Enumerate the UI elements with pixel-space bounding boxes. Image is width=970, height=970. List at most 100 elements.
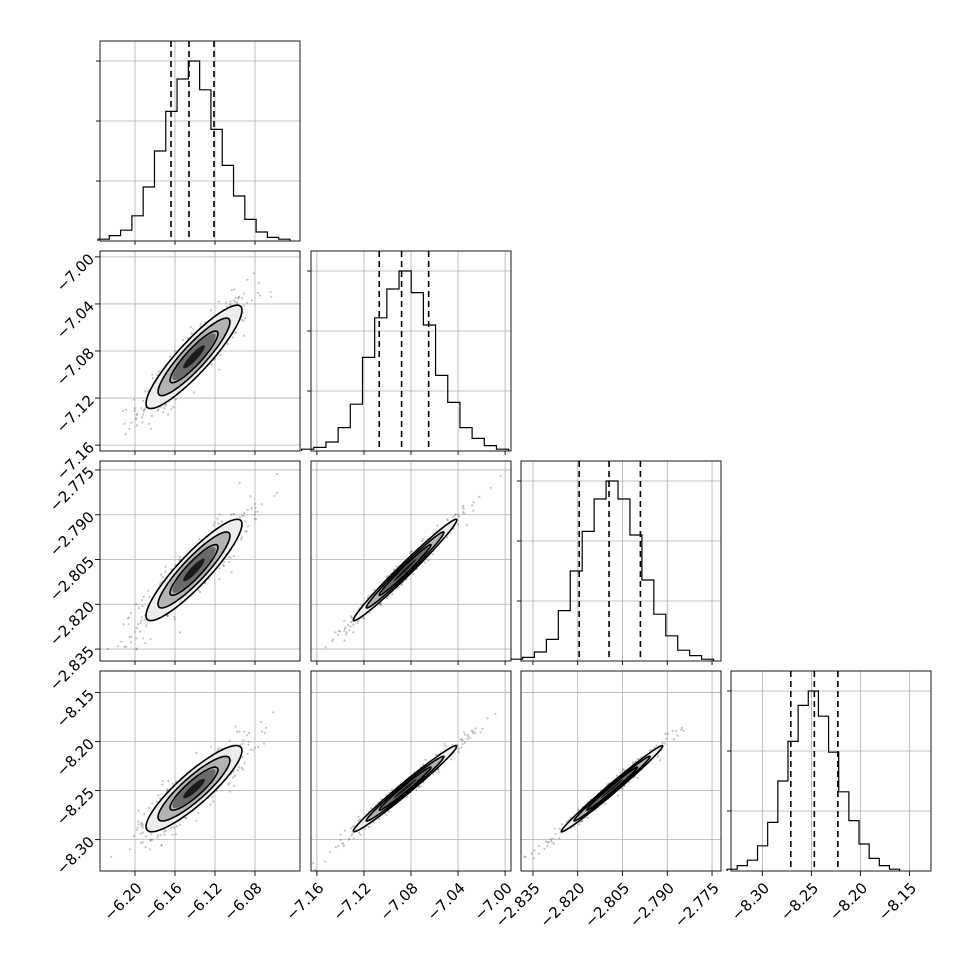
sample-point	[136, 412, 139, 415]
sample-point	[130, 421, 133, 424]
sample-point	[246, 278, 249, 281]
sample-point	[170, 826, 173, 829]
sample-point	[343, 639, 346, 642]
sample-point	[460, 746, 463, 749]
sample-point	[338, 630, 342, 633]
sample-point	[254, 506, 257, 509]
sample-point	[388, 810, 391, 813]
contour-1	[365, 755, 445, 822]
sample-point	[391, 593, 394, 596]
sample-point	[212, 524, 215, 527]
sample-point	[242, 739, 245, 742]
sample-point	[163, 407, 166, 410]
sample-point	[161, 779, 164, 783]
sample-point	[337, 845, 340, 848]
panel-frame	[99, 670, 301, 872]
y-tick-label: −7.12	[53, 391, 98, 436]
density-core	[183, 558, 205, 582]
sample-point	[247, 731, 250, 735]
sample-point	[145, 624, 148, 627]
sample-point	[160, 844, 163, 847]
x-tick-label: −7.08	[377, 879, 422, 924]
sample-point	[148, 848, 152, 851]
sample-point	[128, 848, 131, 851]
sample-point	[242, 514, 245, 518]
sample-point	[241, 742, 244, 745]
sample-point	[243, 761, 246, 765]
sample-point	[275, 472, 279, 476]
sample-point	[419, 785, 422, 788]
sample-point	[537, 852, 541, 855]
sample-point	[156, 836, 159, 839]
sample-point	[148, 422, 151, 425]
sample-point	[350, 621, 353, 624]
sample-point	[581, 819, 584, 822]
sample-point	[149, 638, 152, 641]
panel-frame	[520, 670, 722, 872]
sample-point	[159, 833, 162, 836]
sample-point	[129, 612, 132, 615]
panel-frame	[520, 460, 722, 662]
sample-point	[227, 783, 230, 786]
sample-point	[148, 806, 151, 809]
sample-point	[155, 800, 158, 804]
sample-point	[134, 418, 137, 421]
contour-1	[157, 317, 231, 397]
sample-point	[237, 297, 240, 300]
sample-point	[656, 756, 659, 759]
sample-point	[228, 782, 231, 785]
sample-point	[127, 616, 130, 619]
sample-point	[672, 738, 676, 741]
panel-frame	[730, 670, 932, 872]
sample-point	[343, 829, 346, 832]
sample-point	[331, 639, 334, 643]
sample-point	[473, 731, 477, 734]
sample-point	[347, 624, 350, 627]
sample-point	[251, 749, 254, 752]
sample-point	[257, 282, 260, 285]
sample-point	[213, 521, 216, 524]
sample-point	[395, 565, 398, 568]
sample-point	[246, 752, 249, 755]
sample-point	[436, 768, 439, 771]
sample-point	[397, 586, 400, 589]
sample-point	[246, 734, 249, 737]
sample-point	[144, 390, 147, 393]
sample-point	[379, 602, 383, 605]
panel-frame	[99, 40, 301, 242]
sample-point	[253, 502, 257, 505]
sample-point	[350, 834, 353, 837]
contour-0	[169, 766, 219, 812]
sample-point	[237, 296, 240, 299]
sample-point	[126, 617, 129, 620]
sample-point	[143, 408, 146, 411]
sample-point	[218, 513, 221, 516]
sample-point	[139, 622, 142, 625]
panel-background	[521, 461, 721, 661]
sample-point	[231, 336, 234, 339]
x-tick-label: −7.16	[282, 879, 327, 924]
sample-point	[337, 629, 340, 633]
sample-point	[680, 726, 684, 730]
sample-point	[149, 427, 152, 430]
sample-point	[386, 597, 389, 600]
sample-point	[409, 550, 412, 553]
sample-point	[195, 819, 198, 823]
sample-point	[240, 514, 244, 517]
sample-point	[576, 808, 580, 811]
sample-point	[462, 508, 465, 511]
sample-point	[246, 509, 249, 512]
sample-point	[193, 391, 196, 394]
sample-point	[123, 422, 126, 425]
sample-point	[406, 796, 409, 799]
sample-point	[144, 835, 148, 838]
sample-point	[554, 832, 557, 836]
sample-point	[232, 512, 235, 516]
sample-point	[243, 511, 246, 515]
sample-point	[358, 831, 361, 835]
sample-point	[223, 560, 226, 563]
sample-point	[436, 524, 439, 527]
sample-point	[462, 504, 465, 507]
contour-2	[145, 744, 243, 833]
sample-point	[249, 495, 252, 498]
